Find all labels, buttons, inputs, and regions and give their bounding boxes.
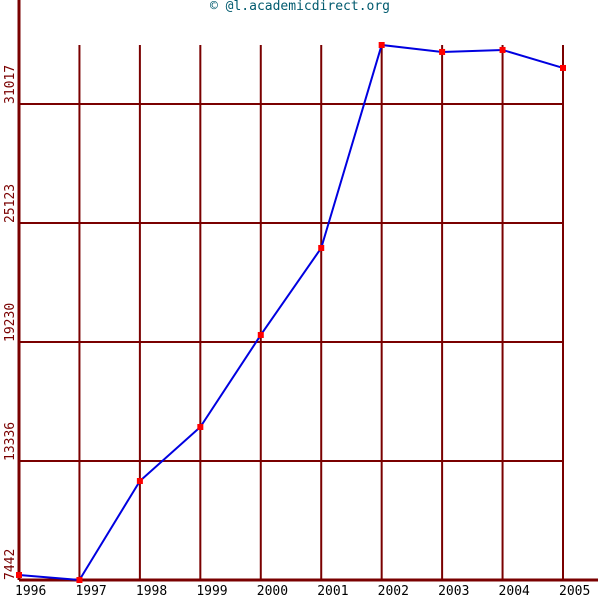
x-tick-label: 2003 xyxy=(438,584,469,599)
data-point xyxy=(439,48,446,55)
y-tick-label: 7442 xyxy=(3,549,18,580)
y-tick-label: 25123 xyxy=(3,184,18,223)
data-point xyxy=(257,331,264,338)
data-line xyxy=(18,43,564,582)
x-tick-label: 2001 xyxy=(317,584,348,599)
x-tick-label: 1999 xyxy=(196,584,227,599)
data-point xyxy=(16,571,22,578)
x-tick-label: 2000 xyxy=(257,584,288,599)
data-point xyxy=(499,46,506,53)
x-tick-label: 1998 xyxy=(136,584,167,599)
data-point xyxy=(560,64,566,71)
x-tick-label: 2004 xyxy=(499,584,530,599)
x-tick-label: 2005 xyxy=(559,584,590,599)
x-tick-label: 1996 xyxy=(15,584,46,599)
data-point xyxy=(197,423,204,430)
data-point xyxy=(136,478,143,485)
data-point xyxy=(378,42,385,48)
chart-title: © @l.academicdirect.org xyxy=(210,0,390,14)
data-point xyxy=(318,244,325,251)
y-tick-label: 13336 xyxy=(3,422,18,461)
y-tick-label: 31017 xyxy=(3,65,18,104)
x-tick-label: 2002 xyxy=(378,584,409,599)
x-tick-label: 1997 xyxy=(75,584,106,599)
y-tick-label: 19230 xyxy=(3,303,18,342)
data-point xyxy=(76,577,83,583)
